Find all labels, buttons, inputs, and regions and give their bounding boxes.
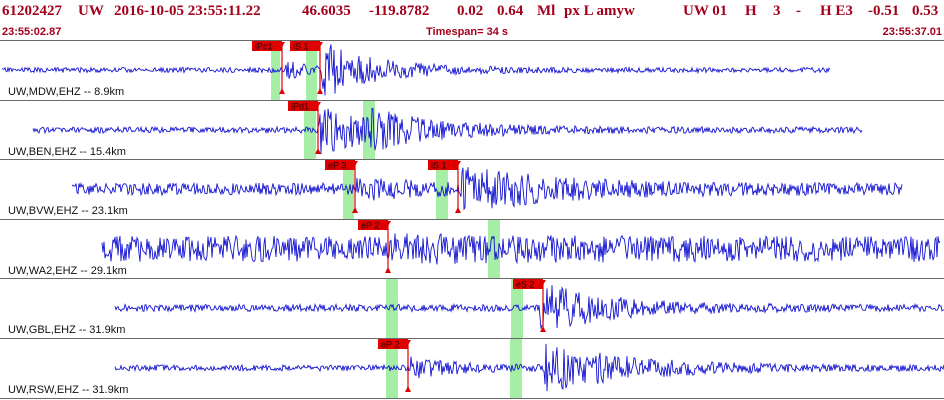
pick-label-box — [288, 100, 318, 111]
pick-marker-icon — [540, 280, 546, 285]
trace-plot: iPc1 iS 1 — [1, 41, 831, 100]
station-label: UW,BEN,EHZ -- 15.4km — [8, 145, 126, 158]
waveform-trace — [32, 107, 863, 154]
waveform-trace — [114, 285, 944, 329]
station-label: UW,RSW,EHZ -- 31.9km — [8, 383, 129, 396]
event-network-2: UW 01 — [683, 3, 728, 19]
end-time: 23:55:37.01 — [882, 26, 942, 38]
pick-label: iS 1 — [293, 42, 309, 52]
pick-window-band — [511, 279, 523, 338]
pick-label: iPc1 — [255, 42, 273, 52]
pick-marker-icon — [405, 339, 411, 345]
station-panel[interactable]: eP 3 iS 1 UW,BVW,EHZ -- 23.1km — [0, 159, 944, 219]
polarity-up-icon — [405, 385, 411, 392]
event-datetime: 2016-10-05 23:55:11.22 — [114, 3, 261, 19]
event-id: 61202427 — [2, 3, 62, 19]
pick-window-band — [343, 160, 354, 219]
start-time: 23:55:02.87 — [2, 26, 62, 38]
pick-label-box — [428, 160, 458, 170]
pick-marker-icon — [315, 101, 321, 107]
pick-marker-icon — [317, 42, 323, 47]
pick-marker-icon — [352, 161, 358, 166]
timespan: Timespan= 34 s — [426, 26, 509, 38]
station-panel[interactable]: eP 2 UW,RSW,EHZ -- 31.9km — [0, 337, 944, 398]
polarity-up-icon — [317, 88, 323, 94]
pick-window-band — [510, 338, 522, 398]
station-label: UW,MDW,EHZ -- 8.9km — [8, 86, 125, 98]
pick-label: eP 2 — [381, 339, 399, 349]
pick-marker-icon — [385, 220, 391, 226]
event-network: UW — [78, 3, 104, 19]
pick-label-box — [290, 41, 320, 51]
pick-label-box — [325, 160, 355, 170]
event-flags: px L amyw — [564, 3, 635, 19]
trace-plot: eS 2 — [114, 279, 944, 338]
trace-plot: eP 3 iS 1 — [71, 160, 903, 219]
polarity-up-icon — [279, 88, 285, 94]
event-longitude: -119.8782 — [369, 3, 430, 19]
bottom-divider — [0, 398, 944, 399]
event-value-2: 0.53 — [912, 3, 939, 19]
phase-pick[interactable]: eP 2 — [378, 338, 411, 392]
phase-pick[interactable]: iPd1 — [288, 100, 321, 154]
event-he3: H E3 — [820, 3, 853, 19]
polarity-up-icon — [385, 266, 391, 273]
event-count: 3 — [773, 3, 781, 19]
pick-label: iPd1 — [291, 101, 309, 111]
phase-pick[interactable]: iS 1 — [428, 160, 461, 213]
magnitude-type: Ml — [537, 3, 556, 19]
event-dash: - — [796, 3, 801, 19]
waveform-trace — [114, 343, 944, 391]
station-label: UW,GBL,EHZ -- 31.9km — [8, 324, 126, 336]
event-magnitude: 0.64 — [497, 3, 524, 19]
station-label: UW,WA2,EHZ -- 29.1km — [8, 264, 127, 277]
pick-marker-icon — [279, 42, 285, 47]
station-panel[interactable]: eP 2 UW,WA2,EHZ -- 29.1km — [0, 218, 944, 279]
time-header: 23:55:02.87 Timespan= 34 s 23:55:37.01 — [0, 24, 944, 39]
waveform-trace — [71, 167, 903, 211]
trace-plot: eP 2 — [114, 338, 944, 398]
event-depth: 0.02 — [457, 3, 484, 19]
polarity-up-icon — [455, 207, 461, 213]
station-panel[interactable]: iPc1 iS 1 UW,MDW,EHZ -- 8.9km — [0, 40, 944, 100]
polarity-up-icon — [540, 326, 546, 332]
trace-plot: iPd1 — [32, 100, 863, 160]
trace-plot: eP 2 — [101, 219, 941, 279]
event-h-flag: H — [745, 3, 757, 19]
phase-pick[interactable]: eS 2 — [513, 279, 546, 332]
pick-window-band — [306, 41, 317, 100]
waveform-trace — [1, 44, 831, 96]
pick-label-box — [513, 279, 543, 289]
pick-label-box — [252, 41, 282, 51]
trace-panels: iPc1 iS 1 UW,MDW,EHZ -- 8.9km iPd1 UW,BEN,EH… — [0, 40, 944, 400]
pick-label: eP 3 — [328, 161, 346, 171]
pick-window-band — [436, 160, 448, 219]
phase-pick[interactable]: iPc1 — [252, 41, 285, 94]
phase-pick[interactable]: eP 2 — [358, 219, 391, 273]
pick-window-band — [488, 219, 500, 279]
pick-label-box — [378, 338, 408, 349]
station-panel[interactable]: eS 2 UW,GBL,EHZ -- 31.9km — [0, 278, 944, 338]
station-label: UW,BVW,EHZ -- 23.1km — [8, 205, 128, 217]
polarity-up-icon — [352, 207, 358, 213]
pick-label-box — [358, 219, 388, 230]
pick-label: eP 2 — [361, 220, 379, 230]
pick-label: iS 1 — [431, 161, 447, 171]
pick-window-band — [386, 279, 398, 338]
pick-label: eS 2 — [516, 280, 535, 290]
phase-pick[interactable]: eP 3 — [325, 160, 358, 213]
pick-window-band — [304, 100, 316, 160]
waveform-trace — [101, 232, 941, 264]
phase-pick[interactable]: iS 1 — [290, 41, 323, 94]
polarity-up-icon — [315, 147, 321, 154]
event-header: 61202427 UW 2016-10-05 23:55:11.22 46.60… — [0, 0, 944, 24]
event-value-1: -0.51 — [868, 3, 900, 19]
event-latitude: 46.6035 — [302, 3, 351, 19]
station-panel[interactable]: iPd1 UW,BEN,EHZ -- 15.4km — [0, 99, 944, 160]
pick-marker-icon — [455, 161, 461, 166]
